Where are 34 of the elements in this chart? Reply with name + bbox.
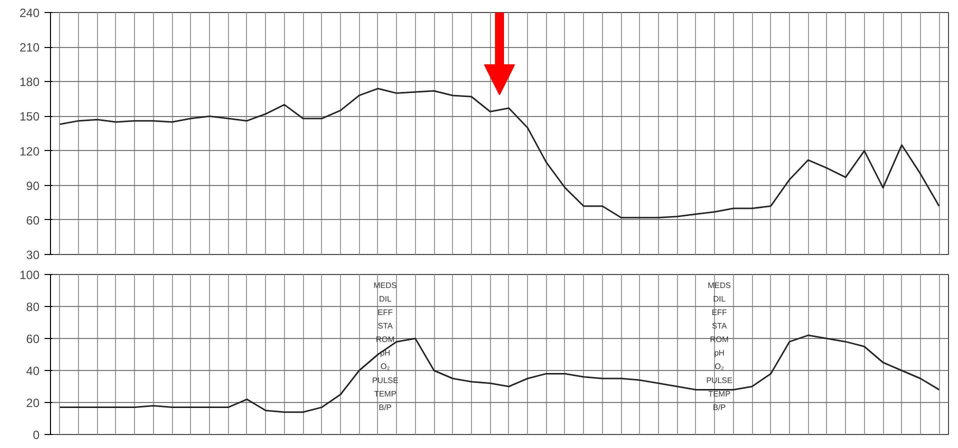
y-tick-label: 30	[26, 248, 40, 262]
y-tick-label: 60	[26, 213, 40, 228]
text: DIL	[713, 294, 726, 304]
annotation: pH	[380, 348, 391, 358]
y-tick-label: 210	[19, 40, 40, 55]
text: pH	[714, 348, 724, 358]
text: STA	[712, 322, 727, 331]
annotation: EFF	[378, 308, 393, 317]
annotation: STA	[378, 322, 394, 331]
text: PULSE	[706, 376, 732, 385]
y-tick-label: 120	[19, 144, 40, 158]
line-series	[59, 334, 940, 413]
y-tick-label: 150	[19, 110, 40, 124]
text: TEMP	[708, 389, 730, 398]
annotation: DIL	[378, 294, 392, 304]
annotation: B/P	[378, 402, 392, 412]
y-tick-label: 240	[19, 6, 40, 20]
y-tick-label: 100	[19, 268, 40, 282]
y-tick-label: 180	[19, 75, 40, 90]
text: EFF	[712, 308, 727, 317]
y-tick-label: 60	[26, 332, 40, 346]
y-tick-label: 80	[26, 300, 40, 314]
y-tick-label: 0	[32, 428, 40, 442]
line-series	[59, 88, 940, 218]
annotation: PULSE	[372, 376, 398, 385]
annotation: O₂	[380, 362, 390, 372]
text: B/P	[712, 402, 726, 412]
text: MEDS	[708, 280, 731, 290]
annotation: TEMP	[374, 389, 396, 398]
annotation: MEDS	[374, 280, 397, 290]
y-tick-label: 40	[26, 364, 40, 378]
y-tick-label: 20	[26, 396, 40, 410]
text: O₂	[714, 362, 724, 372]
y-tick-label: 90	[26, 178, 40, 193]
